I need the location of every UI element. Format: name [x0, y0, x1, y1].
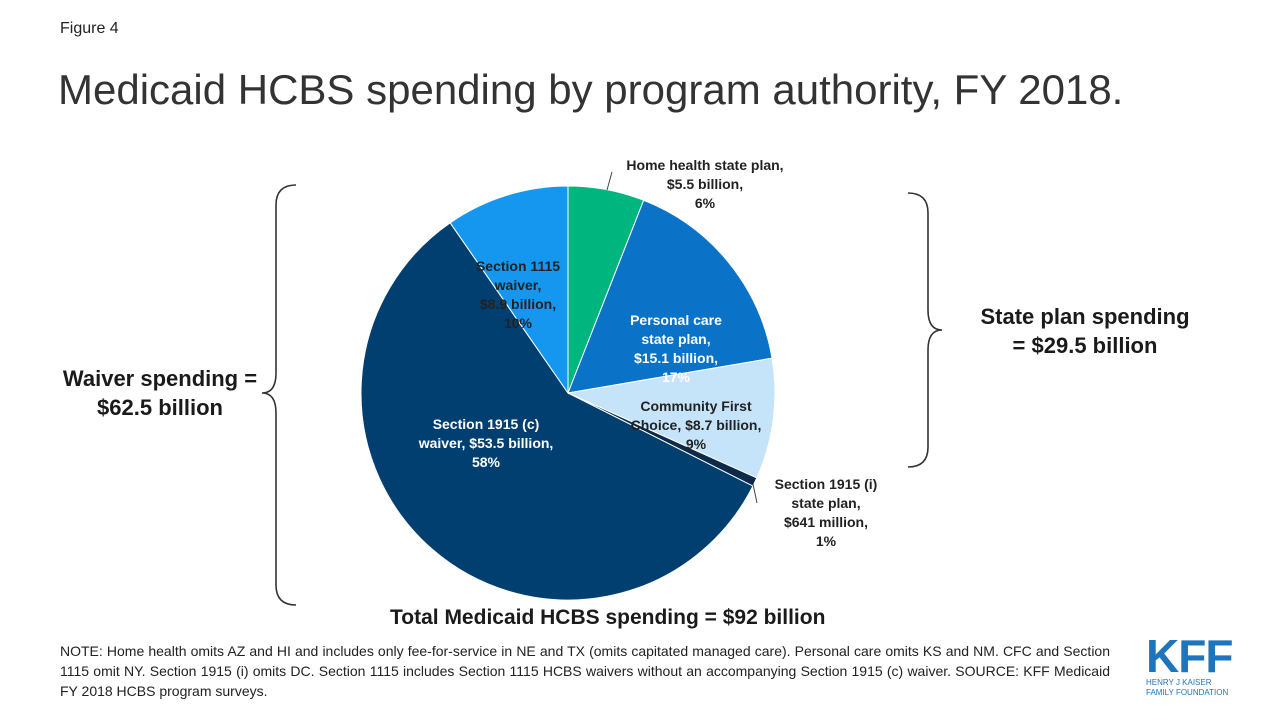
data-label-community-first-choice: Community First Choice, $8.7 billion, 9%	[631, 398, 762, 452]
state-plan-spending-label: State plan spending = $29.5 billion	[955, 302, 1215, 360]
leader-line-home-health-state-plan	[606, 171, 613, 191]
logo-mark: KFF	[1146, 630, 1233, 682]
state-plan-brace	[907, 192, 943, 468]
waiver-spending-label: Waiver spending = $62.5 billion	[40, 364, 280, 422]
logo-text: HENRY J KAISER FAMILY FOUNDATION	[1146, 678, 1236, 698]
state-plan-spending-line: State plan spending	[980, 304, 1190, 329]
data-label-section-1115-waiver: Section 1115 waiver, $8.9 billion, 10%	[476, 258, 560, 331]
data-label-home-health-state-plan: Home health state plan, $5.5 billion, 6%	[626, 157, 783, 211]
logo-text-line: HENRY J KAISER	[1146, 678, 1212, 687]
note-source-text: NOTE: Home health omits AZ and HI and in…	[60, 643, 1110, 699]
pie-slice-personal-care-state-plan	[567, 199, 773, 394]
state-plan-spending-line: = $29.5 billion	[1012, 333, 1158, 358]
data-label-section-1915-c-waiver: Section 1915 (c) waiver, $53.5 billion, 58…	[418, 416, 554, 470]
pie-slice-section-1115-waiver	[449, 185, 569, 395]
figure-label: Figure 4	[60, 20, 119, 37]
logo-text-line: FAMILY FOUNDATION	[1146, 688, 1229, 697]
total-spending-label: Total Medicaid HCBS spending = $92 billi…	[390, 606, 826, 629]
kff-logo: KFF HENRY J KAISER FAMILY FOUNDATION	[1146, 630, 1236, 698]
leader-line-section-1915-i-state-plan	[752, 483, 758, 504]
data-label-personal-care-state-plan: Personal care state plan, $15.1 billion, 17…	[630, 312, 722, 385]
data-label-section-1915-i-state-plan: Section 1915 (i) state plan, $641 million,…	[775, 476, 878, 549]
waiver-spending-line: $62.5 billion	[97, 395, 223, 420]
waiver-brace	[261, 184, 297, 606]
pie-slice-community-first-choice	[566, 357, 776, 479]
pie-slice-section-1915-c-waiver	[360, 222, 754, 601]
waiver-spending-line: Waiver spending =	[62, 366, 258, 391]
chart-title: Medicaid HCBS spending by program author…	[58, 66, 1124, 113]
